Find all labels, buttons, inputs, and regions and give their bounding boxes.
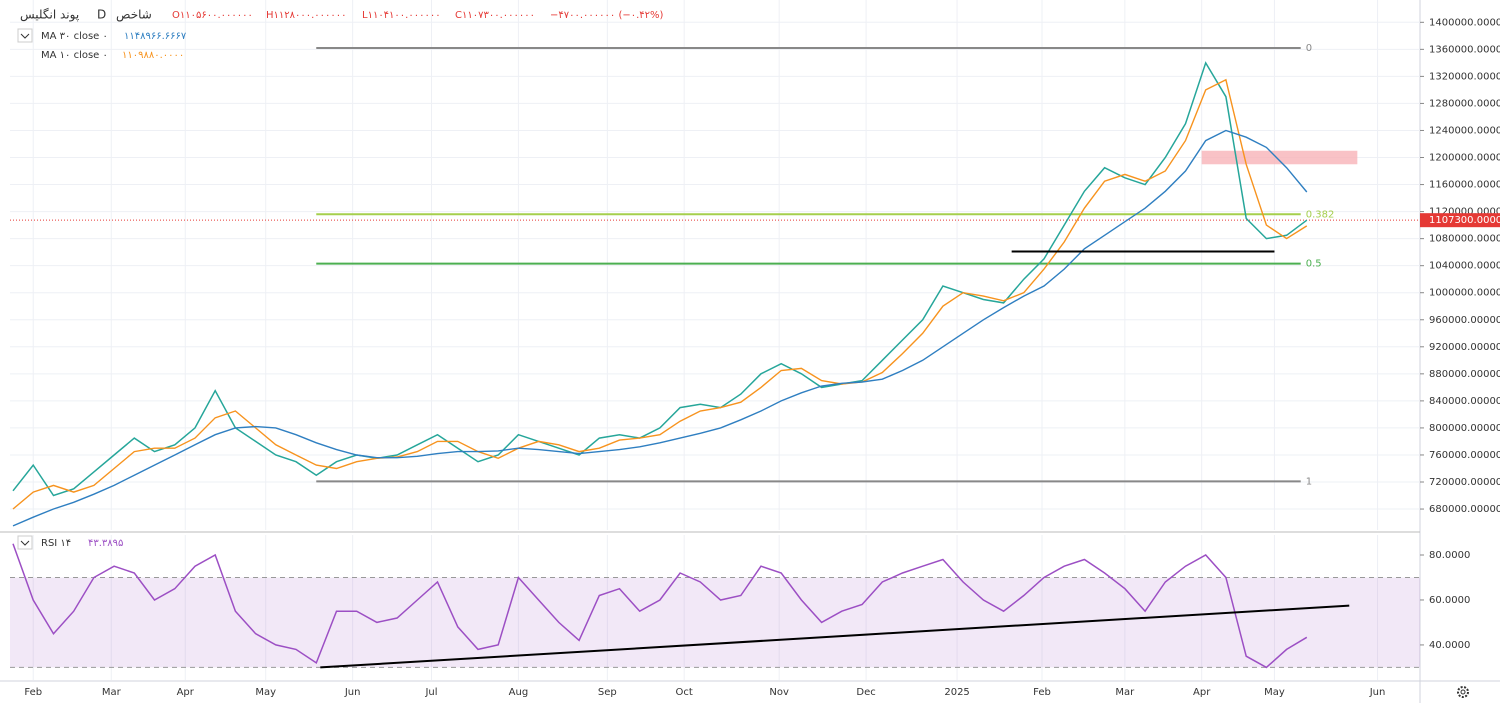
zone [1201, 150, 1358, 165]
rsi-value: ۴۳.۳۸۹۵ [88, 538, 123, 549]
gear-outer [1457, 686, 1469, 698]
y-tick-label: 60.0000 [1429, 595, 1470, 606]
rsi-label: RSI ۱۴ [41, 538, 71, 549]
y-tick-label: 1400000.000000 [1429, 17, 1500, 28]
y-tick-label: 880000.000000 [1429, 369, 1500, 380]
series-line [12, 61, 1308, 497]
y-tick-label: 840000.000000 [1429, 396, 1500, 407]
series-line [12, 129, 1308, 527]
x-tick-label: Feb [24, 687, 42, 698]
close: C۱۱۰۷۳۰۰.۰۰۰۰۰۰ [455, 10, 535, 21]
collapse-button[interactable] [17, 535, 33, 550]
ma30-label: MA ۳۰ close ۰ [41, 31, 108, 42]
x-tick-label: Mar [1115, 687, 1135, 698]
fib-label: 1 [1306, 476, 1312, 487]
y-tick-label: 1160000.000000 [1429, 180, 1500, 191]
rsi-band [10, 577, 1420, 668]
x-tick-label: May [255, 687, 276, 698]
y-tick-label: 1120000.000000 [1429, 207, 1500, 218]
y-tick-label: 40.0000 [1429, 640, 1470, 651]
x-tick-label: Apr [177, 687, 195, 698]
x-tick-label: May [1264, 687, 1285, 698]
x-tick-label: Jun [344, 687, 361, 698]
y-tick-label: 1000000.000000 [1429, 288, 1500, 299]
y-tick-label: 1320000.000000 [1429, 71, 1500, 82]
interval: D [97, 8, 106, 22]
x-tick-label: Apr [1193, 687, 1211, 698]
y-tick-label: 1360000.000000 [1429, 44, 1500, 55]
y-tick-label: 960000.000000 [1429, 315, 1500, 326]
x-tick-label: Oct [676, 687, 693, 698]
collapse-button[interactable] [17, 28, 33, 43]
x-tick-label: Jul [424, 687, 437, 698]
y-tick-label: 680000.000000 [1429, 504, 1500, 515]
fib-label: 0 [1306, 43, 1312, 54]
x-tick-label: Nov [769, 687, 789, 698]
x-tick-label: Dec [856, 687, 875, 698]
y-tick-label: 1280000.000000 [1429, 98, 1500, 109]
y-tick-label: 760000.000000 [1429, 450, 1500, 461]
x-tick-label: 2025 [944, 687, 969, 698]
y-tick-label: 80.0000 [1429, 550, 1470, 561]
y-tick-label: 920000.000000 [1429, 342, 1500, 353]
change: −۴۷۰۰.۰۰۰۰۰۰ (−۰.۴۲%) [550, 10, 664, 21]
ma10-label: MA ۱۰ close ۰ [41, 50, 108, 61]
collapse-icon [20, 33, 30, 39]
x-tick-label: Aug [509, 687, 529, 698]
ma30-value: ۱۱۴۸۹۶۶.۶۶۶۷ [124, 31, 187, 42]
series-line [12, 543, 1308, 669]
x-tick-label: Jun [1369, 687, 1386, 698]
x-tick-label: Feb [1033, 687, 1051, 698]
symbol: پوند انگلیس [20, 8, 79, 23]
y-tick-label: 720000.000000 [1429, 477, 1500, 488]
exchange: شاخص [116, 8, 152, 23]
plot-layer: 680000.000000 720000.000000 760000.000000 8… [10, 0, 1500, 698]
fib-label: 0.382 [1306, 209, 1335, 220]
last-price-tag [1420, 213, 1500, 228]
y-tick-label: 1080000.000000 [1429, 234, 1500, 245]
fib-label: 0.5 [1306, 259, 1322, 270]
high: H۱۱۲۸۰۰۰.۰۰۰۰۰۰ [266, 10, 347, 21]
y-tick-label: 800000.000000 [1429, 423, 1500, 434]
x-tick-label: Sep [598, 687, 617, 698]
last-price-label: 1107300.000000 [1429, 215, 1500, 226]
y-tick-label: 1200000.000000 [1429, 153, 1500, 164]
open: O۱۱۰۵۶۰۰.۰۰۰۰۰۰ [172, 10, 253, 21]
trend-line [320, 604, 1350, 669]
y-tick-label: 1040000.000000 [1429, 261, 1500, 272]
series-line [12, 78, 1308, 510]
ma10-value: ۱۱۰۹۸۸۰.۰۰۰۰ [122, 50, 184, 61]
y-tick-label: 1240000.000000 [1429, 125, 1500, 136]
settings-gear[interactable] [1457, 686, 1469, 698]
x-tick-label: Mar [102, 687, 122, 698]
low: L۱۱۰۴۱۰۰.۰۰۰۰۰۰ [362, 10, 441, 21]
collapse-icon [20, 540, 30, 546]
gear-inner [1460, 689, 1466, 695]
